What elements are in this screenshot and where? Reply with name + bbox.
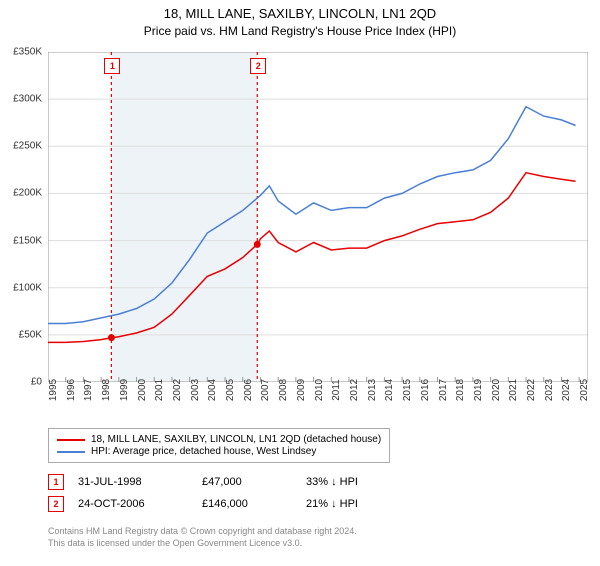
x-tick-label: 2008 [278,379,289,401]
x-tick-label: 2006 [243,379,254,401]
legend-label: HPI: Average price, detached house, West… [91,446,316,457]
legend: 18, MILL LANE, SAXILBY, LINCOLN, LN1 2QD… [48,428,390,463]
x-tick-label: 1997 [83,379,94,401]
plot-svg [48,52,588,382]
y-tick-label: £250K [13,141,42,152]
y-tick-label: £300K [13,94,42,105]
x-tick-label: 2003 [190,379,201,401]
marker-table-row: 1 31-JUL-1998 £47,000 33% ↓ HPI [48,474,358,490]
x-tick-label: 2024 [561,379,572,401]
y-tick-label: £350K [13,47,42,58]
x-tick-label: 2012 [349,379,360,401]
chart-title: 18, MILL LANE, SAXILBY, LINCOLN, LN1 2QD [0,6,600,21]
x-tick-label: 2014 [384,379,395,401]
x-tick-label: 2015 [402,379,413,401]
x-tick-label: 2011 [331,379,342,401]
chart-subtitle: Price paid vs. HM Land Registry's House … [0,24,600,38]
legend-item: HPI: Average price, detached house, West… [57,446,381,457]
marker-date: 24-OCT-2006 [78,498,188,510]
legend-item: 18, MILL LANE, SAXILBY, LINCOLN, LN1 2QD… [57,434,381,445]
marker-diff: 33% ↓ HPI [306,476,358,488]
y-tick-label: £150K [13,235,42,246]
legend-swatch [57,451,85,453]
x-tick-label: 1995 [48,379,59,401]
x-tick-label: 2005 [225,379,236,401]
plot-marker-badge: 2 [250,58,266,74]
marker-badge: 2 [48,496,64,512]
x-tick-label: 2025 [579,379,590,401]
marker-diff: 21% ↓ HPI [306,498,358,510]
y-tick-label: £50K [19,329,42,340]
x-axis-labels: 1995199619971998199920002001200220032004… [48,386,588,426]
x-tick-label: 2002 [172,379,183,401]
x-tick-label: 2009 [296,379,307,401]
x-tick-label: 2004 [207,379,218,401]
y-tick-label: £100K [13,282,42,293]
legend-label: 18, MILL LANE, SAXILBY, LINCOLN, LN1 2QD… [91,434,381,445]
x-tick-label: 2007 [260,379,271,401]
y-tick-label: £200K [13,188,42,199]
x-tick-label: 2001 [154,379,165,401]
marker-price: £146,000 [202,498,292,510]
x-tick-label: 2021 [508,379,519,401]
x-tick-label: 2016 [420,379,431,401]
x-tick-label: 1999 [119,379,130,401]
plot-marker-badge: 1 [104,58,120,74]
marker-date: 31-JUL-1998 [78,476,188,488]
x-tick-label: 2013 [367,379,378,401]
y-axis-labels: £0£50K£100K£150K£200K£250K£300K£350K [0,52,44,382]
x-tick-label: 2019 [473,379,484,401]
plot-area: 12 [48,52,588,382]
chart-container: 18, MILL LANE, SAXILBY, LINCOLN, LN1 2QD… [0,6,600,566]
x-tick-label: 1996 [66,379,77,401]
marker-table: 1 31-JUL-1998 £47,000 33% ↓ HPI 2 24-OCT-2006… [48,474,358,518]
x-tick-label: 2023 [544,379,555,401]
y-tick-label: £0 [31,377,42,388]
x-tick-label: 2022 [526,379,537,401]
x-tick-label: 2018 [455,379,466,401]
x-tick-label: 2000 [137,379,148,401]
legend-swatch [57,439,85,441]
marker-table-row: 2 24-OCT-2006 £146,000 21% ↓ HPI [48,496,358,512]
x-tick-label: 2020 [491,379,502,401]
x-tick-label: 2017 [438,379,449,401]
x-tick-label: 1998 [101,379,112,401]
marker-badge: 1 [48,474,64,490]
footer-line1: Contains HM Land Registry data © Crown c… [48,526,357,538]
footer-text: Contains HM Land Registry data © Crown c… [48,526,357,549]
marker-price: £47,000 [202,476,292,488]
footer-line2: This data is licensed under the Open Gov… [48,538,357,550]
x-tick-label: 2010 [314,379,325,401]
